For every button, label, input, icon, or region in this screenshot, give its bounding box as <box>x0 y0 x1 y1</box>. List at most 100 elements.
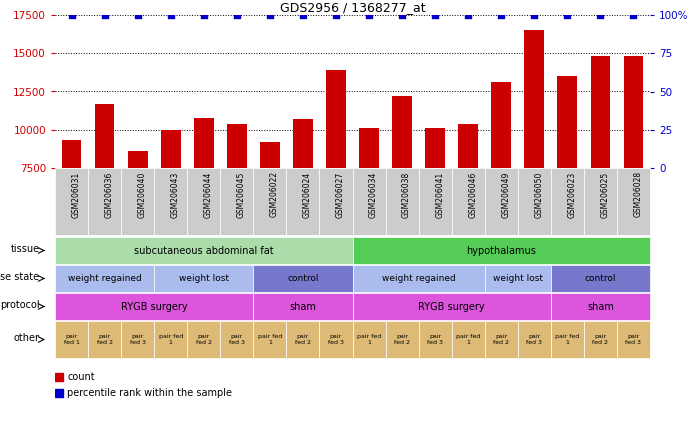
Text: GSM206028: GSM206028 <box>634 171 643 218</box>
Text: sham: sham <box>290 301 316 312</box>
Point <box>463 12 474 19</box>
Text: GSM206031: GSM206031 <box>72 171 81 218</box>
Point <box>495 12 507 19</box>
Text: pair
fed 3: pair fed 3 <box>229 334 245 345</box>
Point <box>430 12 441 19</box>
Text: RYGB surgery: RYGB surgery <box>121 301 187 312</box>
Text: GSM206036: GSM206036 <box>104 171 113 218</box>
FancyBboxPatch shape <box>220 168 254 235</box>
FancyBboxPatch shape <box>88 168 121 235</box>
FancyBboxPatch shape <box>584 321 617 358</box>
Text: RYGB surgery: RYGB surgery <box>418 301 485 312</box>
FancyBboxPatch shape <box>484 321 518 358</box>
Text: GSM206025: GSM206025 <box>600 171 609 218</box>
Text: GSM206027: GSM206027 <box>336 171 345 218</box>
FancyBboxPatch shape <box>352 321 386 358</box>
FancyBboxPatch shape <box>419 321 452 358</box>
FancyBboxPatch shape <box>551 293 650 320</box>
Text: pair fed
1: pair fed 1 <box>456 334 480 345</box>
Bar <box>55 388 63 396</box>
Text: weight lost: weight lost <box>179 274 229 283</box>
Text: pair
fed 2: pair fed 2 <box>97 334 113 345</box>
Point <box>165 12 176 19</box>
Text: pair
fed 1: pair fed 1 <box>64 334 79 345</box>
Bar <box>524 30 545 283</box>
Text: GSM206043: GSM206043 <box>171 171 180 218</box>
FancyBboxPatch shape <box>518 168 551 235</box>
Text: tissue: tissue <box>10 244 39 254</box>
Text: sham: sham <box>587 301 614 312</box>
Point <box>99 12 110 19</box>
Bar <box>623 56 643 283</box>
Text: pair
fed 3: pair fed 3 <box>130 334 146 345</box>
Text: GSM206023: GSM206023 <box>567 171 576 218</box>
Point <box>330 12 341 19</box>
Point <box>562 12 573 19</box>
Text: pair
fed 3: pair fed 3 <box>527 334 542 345</box>
FancyBboxPatch shape <box>386 168 419 235</box>
Text: count: count <box>67 372 95 382</box>
FancyBboxPatch shape <box>187 168 220 235</box>
Text: pair fed
1: pair fed 1 <box>357 334 381 345</box>
Bar <box>591 56 610 283</box>
FancyBboxPatch shape <box>286 321 319 358</box>
Text: GSM206046: GSM206046 <box>468 171 477 218</box>
Point <box>363 12 375 19</box>
Text: GSM206022: GSM206022 <box>270 171 279 218</box>
Text: protocol: protocol <box>0 300 39 310</box>
FancyBboxPatch shape <box>121 168 154 235</box>
FancyBboxPatch shape <box>551 321 584 358</box>
FancyBboxPatch shape <box>584 168 617 235</box>
FancyBboxPatch shape <box>452 321 484 358</box>
Text: pair
fed 2: pair fed 2 <box>295 334 311 345</box>
FancyBboxPatch shape <box>55 168 88 235</box>
FancyBboxPatch shape <box>419 168 452 235</box>
FancyBboxPatch shape <box>286 168 319 235</box>
FancyBboxPatch shape <box>484 265 551 292</box>
FancyBboxPatch shape <box>352 293 551 320</box>
Text: weight lost: weight lost <box>493 274 542 283</box>
FancyBboxPatch shape <box>55 321 88 358</box>
FancyBboxPatch shape <box>617 321 650 358</box>
Point <box>529 12 540 19</box>
FancyBboxPatch shape <box>121 321 154 358</box>
FancyBboxPatch shape <box>187 321 220 358</box>
FancyBboxPatch shape <box>352 168 386 235</box>
FancyBboxPatch shape <box>55 293 254 320</box>
Bar <box>558 76 577 283</box>
Text: GSM206049: GSM206049 <box>501 171 510 218</box>
FancyBboxPatch shape <box>551 265 650 292</box>
Point <box>595 12 606 19</box>
FancyBboxPatch shape <box>386 321 419 358</box>
Bar <box>95 104 115 283</box>
Text: control: control <box>287 274 319 283</box>
FancyBboxPatch shape <box>88 321 121 358</box>
FancyBboxPatch shape <box>154 265 254 292</box>
Bar <box>227 123 247 283</box>
Point <box>198 12 209 19</box>
Text: pair
fed 2: pair fed 2 <box>493 334 509 345</box>
FancyBboxPatch shape <box>55 237 352 264</box>
Text: GSM206050: GSM206050 <box>534 171 543 218</box>
Text: pair
fed 2: pair fed 2 <box>196 334 211 345</box>
Bar <box>161 130 180 283</box>
Text: percentile rank within the sample: percentile rank within the sample <box>67 388 232 397</box>
Text: pair fed
1: pair fed 1 <box>258 334 282 345</box>
FancyBboxPatch shape <box>319 321 352 358</box>
Text: weight regained: weight regained <box>68 274 142 283</box>
FancyBboxPatch shape <box>154 168 187 235</box>
Text: weight regained: weight regained <box>381 274 455 283</box>
Text: pair
fed 3: pair fed 3 <box>328 334 344 345</box>
Text: other: other <box>14 333 39 343</box>
Bar <box>293 119 313 283</box>
FancyBboxPatch shape <box>254 293 352 320</box>
Text: pair
fed 2: pair fed 2 <box>592 334 608 345</box>
Text: subcutaneous abdominal fat: subcutaneous abdominal fat <box>134 246 274 255</box>
Point <box>265 12 276 19</box>
Text: pair
fed 3: pair fed 3 <box>427 334 443 345</box>
Text: GSM206044: GSM206044 <box>204 171 213 218</box>
FancyBboxPatch shape <box>55 265 154 292</box>
FancyBboxPatch shape <box>518 321 551 358</box>
Bar <box>128 151 148 283</box>
Point <box>397 12 408 19</box>
